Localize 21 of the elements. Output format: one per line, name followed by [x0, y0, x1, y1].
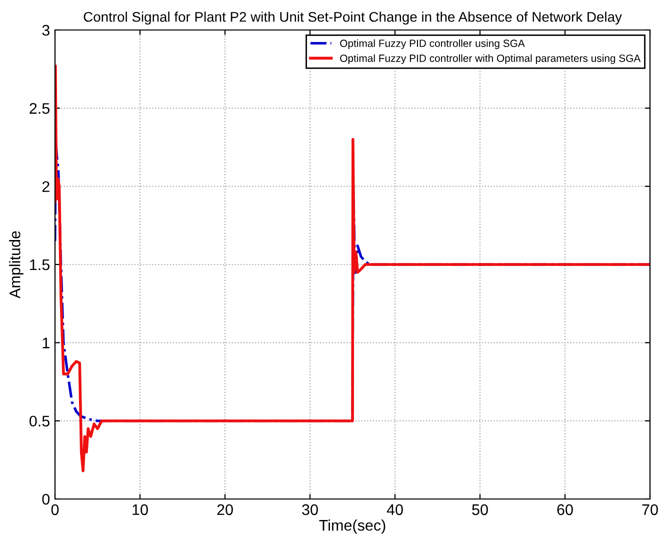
y-tick-label: 0 — [42, 494, 50, 505]
line-series — [55, 64, 650, 472]
x-tick-label: 50 — [472, 504, 488, 516]
x-tick-label: 70 — [642, 504, 658, 516]
y-tick-label: 1.5 — [30, 260, 50, 270]
y-axis-title: Amplitude — [9, 231, 24, 298]
x-tick-label: 60 — [557, 504, 573, 516]
x-tick-label: 0 — [51, 504, 59, 516]
x-tick-label: 40 — [386, 504, 403, 516]
legend-label: Optimal Fuzzy PID controller with Optimal parameters using SGA — [340, 54, 641, 64]
x-axis-title: Time(sec) — [319, 519, 386, 534]
y-tick-label: 3 — [42, 24, 50, 36]
legend-label: Optimal Fuzzy PID controller using SGA — [340, 39, 525, 50]
y-tick-label: 0.5 — [30, 416, 50, 427]
y-tick-label: 2 — [42, 181, 50, 192]
chart-title: Control Signal for Plant P2 with Unit Set-Point Change in the Absence of Network Delay — [84, 12, 622, 25]
x-tick-label: 30 — [302, 504, 318, 516]
x-tick-label: 20 — [217, 504, 233, 516]
y-tick-label: 1 — [42, 338, 50, 348]
y-tick-label: 2.5 — [30, 103, 50, 114]
x-tick-label: 10 — [132, 504, 148, 516]
